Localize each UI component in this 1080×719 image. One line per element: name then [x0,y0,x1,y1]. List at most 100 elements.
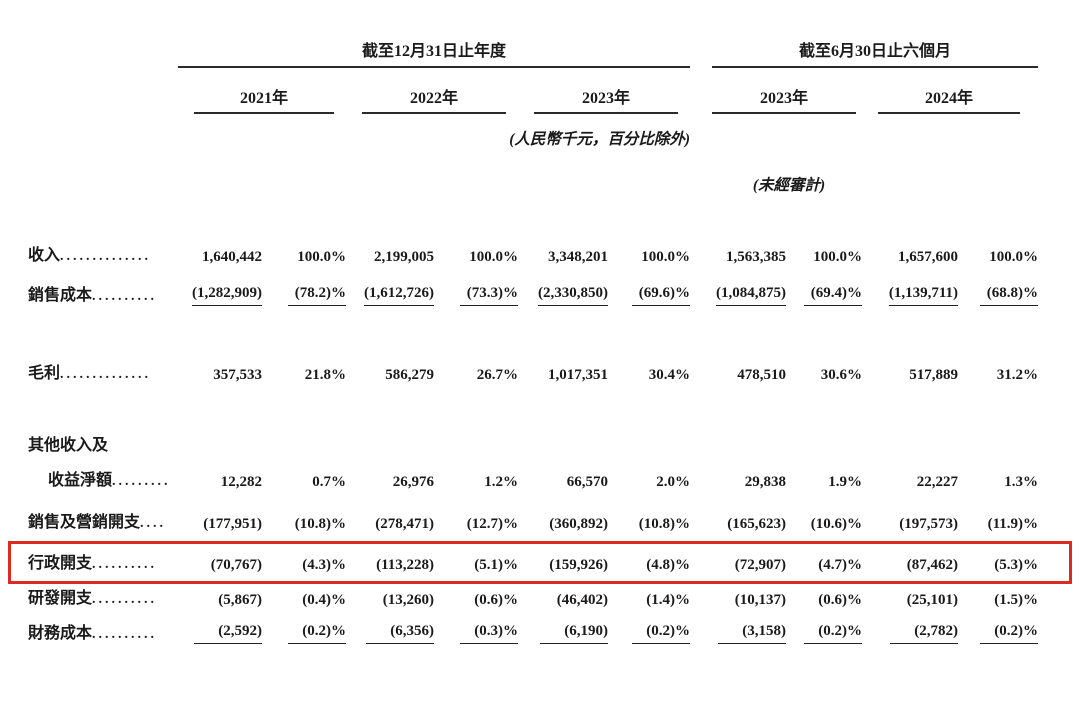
table-row: 銷售成本.......... (1,282,909) (78.2)% (1,612,7… [28,272,1039,312]
row-label: 行政開支.......... [28,555,158,573]
period-group-interim-label: 截至6月30日止六個月 [712,42,1039,68]
unit-note-row: (人民幣千元，百分比除外) [28,114,1038,152]
table-cell: (70,767) [210,557,262,573]
table-cell: (69.4)% [786,272,863,312]
table-cell: 26.7% [476,367,518,383]
table-cell: (197,573) [899,516,959,532]
dot-leader: .... [140,516,167,532]
table-row: 其他收入及 [28,390,1038,462]
table-cell: (159,926) [549,557,608,573]
dot-leader: .......... [92,557,158,573]
row-label: 收益淨額......... [48,472,171,490]
table-cell: 100.0% [297,249,346,265]
table-cell: 31.2% [996,367,1039,383]
unaudited-note-row: (未經審計) [28,152,1038,200]
table-cell: (4.7)% [818,557,863,573]
period-group-annual: 截至12月31日止年度 [178,38,691,68]
table-cell: 1.2% [484,474,518,490]
table-cell: 12,282 [220,474,262,490]
table-cell: (113,228) [376,557,434,573]
table-row: 收益淨額......... 12,282 0.7% 26,976 1.2% 66,570 2… [28,462,1038,497]
table-cell: 3,348,201 [548,249,608,265]
year-2023: 2023年 [518,68,690,114]
table-cell: (10.8)% [638,516,691,532]
table-cell: (0.3)% [434,615,518,650]
row-label: 其他收入及 [28,437,109,455]
table-cell: 1.3% [1004,474,1039,490]
year-2022: 2022年 [346,68,518,114]
table-row: 研發開支.......... (5,867) (0.4)% (13,260) (0.6)… [28,580,1038,615]
table-cell: (78.2)% [262,272,346,312]
dot-leader: ......... [112,474,171,490]
empty-cell [178,390,1038,462]
row-label: 銷售及營銷開支.... [28,514,167,532]
period-group-header-row: 截至12月31日止年度 截至6月30日止六個月 [28,38,1039,68]
table-cell: 30.4% [648,367,691,383]
table-cell: (2,330,850) [518,272,608,312]
table-cell: (25,101) [906,592,959,608]
table-cell: (1.4)% [646,592,691,608]
table-cell: (0.6)% [818,592,863,608]
table-cell: (5,867) [218,592,262,608]
row-label: 銷售成本.......... [28,287,158,305]
table-cell: (69.6)% [608,272,691,312]
year-2023-interim: 2023年 [690,68,862,114]
table-cell: (6,356) [346,615,434,650]
table-cell: (177,951) [203,516,262,532]
table-cell: 21.8% [304,367,346,383]
table-cell: (2,782) [862,615,959,650]
unit-note: (人民幣千元，百分比除外) [509,131,691,149]
year-header-row: 2021年 2022年 2023年 2023年 2024年 [28,68,1038,114]
table-cell: (11.9)% [987,516,1039,532]
dot-leader: .............. [60,249,152,265]
financial-table: 截至12月31日止年度 截至6月30日止六個月 2021年 2022年 2023… [28,38,1039,650]
period-group-annual-label: 截至12月31日止年度 [178,42,691,68]
unaudited-note: (未經審計) [752,177,826,195]
table-row: 財務成本.......... (2,592) (0.2)% (6,356) (0.3)%… [28,615,1039,650]
table-cell: (278,471) [375,516,434,532]
table-cell: (68.8)% [958,272,1039,312]
table-cell: (0.2)% [262,615,346,650]
table-cell: (5.3)% [994,557,1039,573]
table-cell: 586,279 [385,367,434,383]
table-cell: (87,462) [906,557,959,573]
table-cell: (1,139,711) [862,272,959,312]
table-cell: (6,190) [518,615,608,650]
table-cell: (4.8)% [646,557,691,573]
dot-leader: .......... [92,592,158,608]
table-cell: (1,084,875) [690,272,787,312]
empty-cell [28,38,178,68]
table-cell: 1,017,351 [548,367,608,383]
year-2021: 2021年 [178,68,346,114]
table-cell: (2,592) [178,615,262,650]
table-cell: 2,199,005 [374,249,434,265]
table-row: 毛利.............. 357,533 21.8% 586,279 26.7%… [28,312,1038,390]
table-cell: 100.0% [989,249,1039,265]
table-row: 收入.............. 1,640,442 100.0% 2,199,005… [28,200,1038,272]
table-cell: 100.0% [469,249,518,265]
table-cell: (72,907) [734,557,787,573]
table-cell: 29,838 [744,474,787,490]
empty-cell [690,114,1038,152]
table-cell: (0.2)% [958,615,1039,650]
table-cell: 1,640,442 [202,249,262,265]
table-cell: 2.0% [656,474,691,490]
table-cell: (3,158) [690,615,787,650]
table-cell: 1,657,600 [898,249,959,265]
dot-leader: .......... [92,627,158,643]
table-cell: (4.3)% [302,557,346,573]
table-cell: 1,563,385 [726,249,787,265]
table-cell: (0.2)% [786,615,863,650]
table-cell: 357,533 [213,367,262,383]
table-cell: 0.7% [312,474,346,490]
table-cell: 100.0% [641,249,691,265]
table-cell: (360,892) [549,516,608,532]
table-row-highlighted: 銷售及營銷開支.... (177,951) (10.8)% (278,471) (12.… [28,497,1038,540]
table-cell: (13,260) [382,592,434,608]
table-cell: 30.6% [820,367,863,383]
table-cell: (1.5)% [994,592,1039,608]
table-cell: (0.6)% [474,592,518,608]
table-cell: (10,137) [734,592,787,608]
empty-cell [862,152,1038,200]
table-cell: (10.6)% [810,516,863,532]
